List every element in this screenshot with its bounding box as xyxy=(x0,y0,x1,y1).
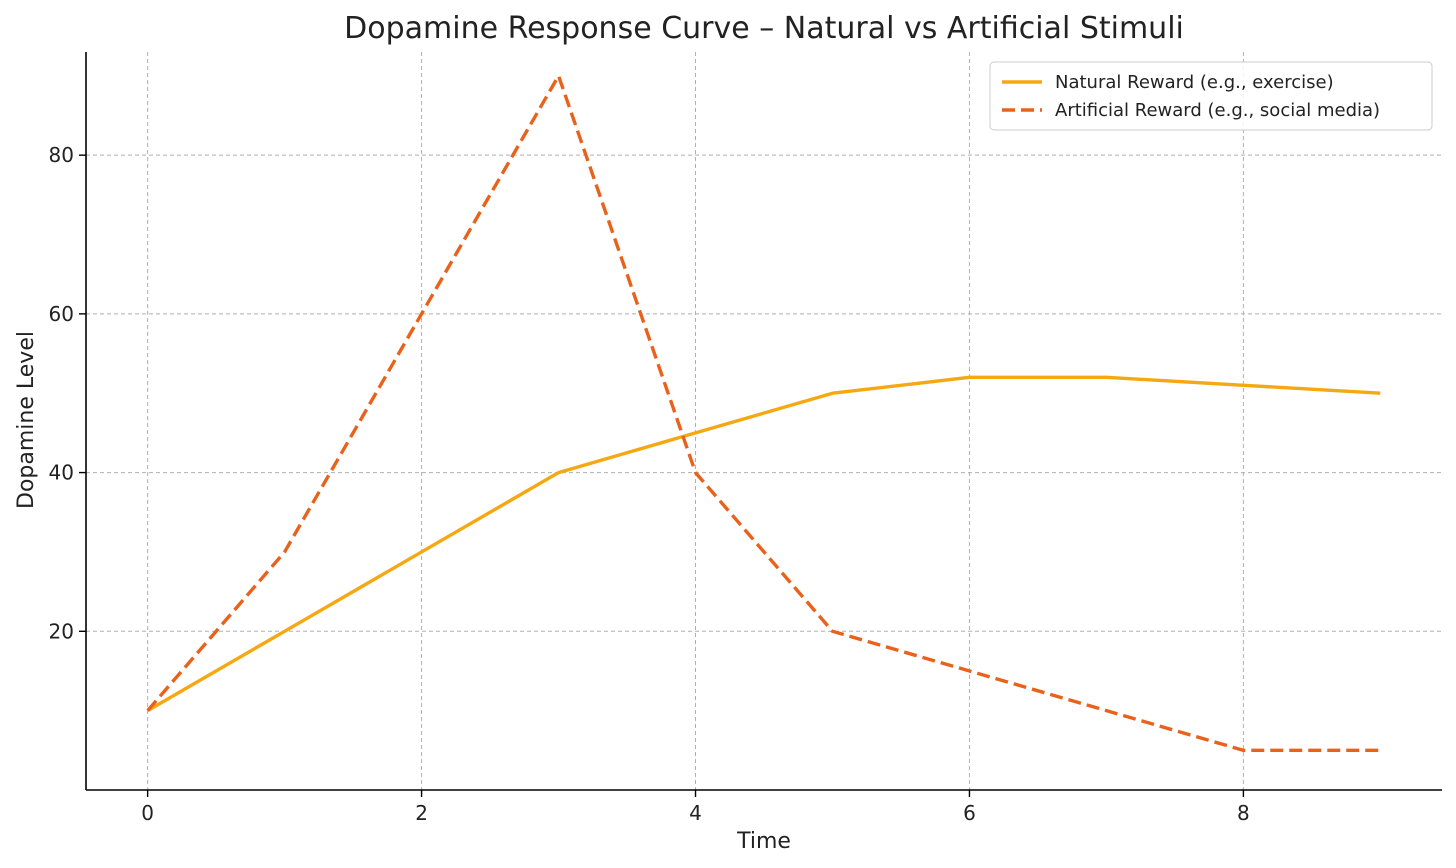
x-tick-label: 2 xyxy=(415,801,428,825)
series-layer xyxy=(146,74,1381,753)
axes: 0 2 4 6 8 20 40 60 80 xyxy=(49,52,1442,825)
y-tick-label: 20 xyxy=(49,619,74,643)
legend-label: Artificial Reward (e.g., social media) xyxy=(1055,100,1380,121)
legend: Natural Reward (e.g., exercise) Artificia… xyxy=(989,61,1433,131)
y-axis-title: Dopamine Level xyxy=(14,331,39,509)
x-tick-label: 4 xyxy=(689,801,702,825)
legend-label: Natural Reward (e.g., exercise) xyxy=(1055,72,1334,93)
y-tick-label: 40 xyxy=(49,461,74,485)
x-tick-label: 8 xyxy=(1237,801,1250,825)
x-tick-label: 6 xyxy=(963,801,976,825)
series-line-natural-reward xyxy=(146,375,1381,713)
x-tick-label: 0 xyxy=(141,801,154,825)
y-tick-label: 60 xyxy=(49,302,74,326)
series-line-artificial-reward xyxy=(146,74,1381,753)
y-tick-label: 80 xyxy=(49,143,74,167)
x-axis-title: Time xyxy=(736,829,791,854)
chart-title: Dopamine Response Curve – Natural vs Art… xyxy=(344,11,1184,46)
legend-box xyxy=(989,61,1433,131)
grid xyxy=(86,52,1442,790)
